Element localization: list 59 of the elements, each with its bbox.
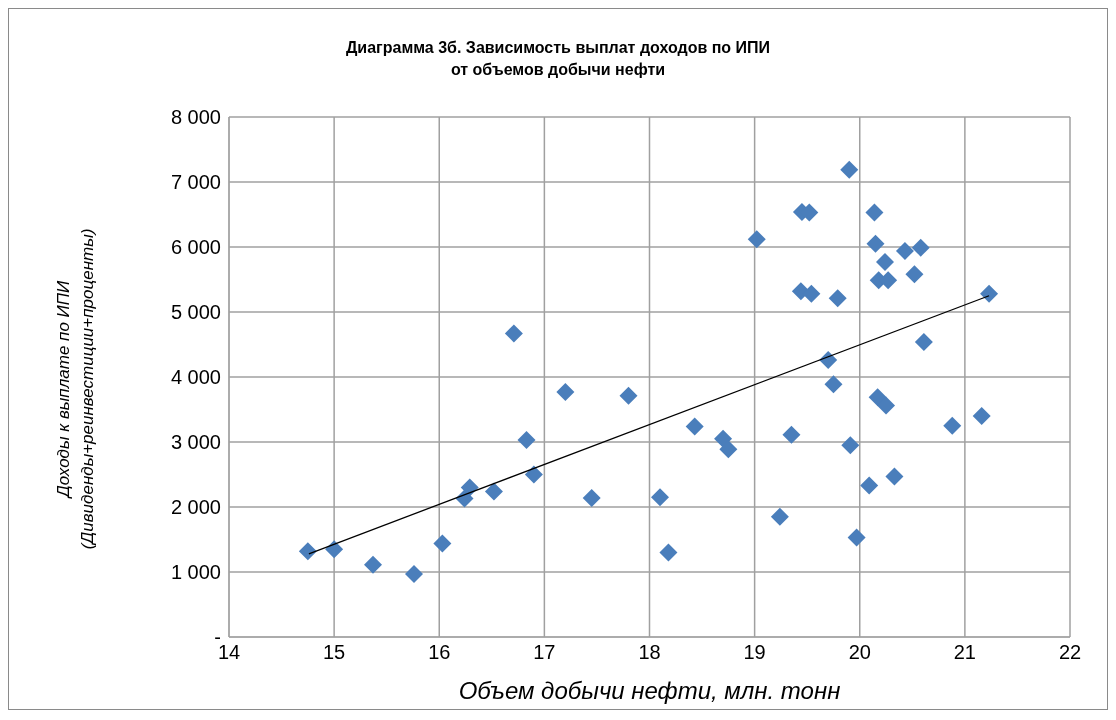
point xyxy=(770,507,789,526)
y-tick-label: 3 000 xyxy=(170,431,221,454)
point xyxy=(619,386,638,405)
point xyxy=(433,534,452,553)
point xyxy=(685,417,704,436)
point xyxy=(460,478,479,497)
x-tick-label: 22 xyxy=(1058,641,1082,664)
point xyxy=(866,234,885,253)
point xyxy=(875,252,894,271)
point xyxy=(841,436,860,455)
point xyxy=(885,467,904,486)
point xyxy=(405,564,424,583)
y-tick-label: 6 000 xyxy=(170,236,221,259)
point xyxy=(840,160,859,179)
y-tick-label: 2 000 xyxy=(170,496,221,519)
point xyxy=(651,488,670,507)
point xyxy=(325,540,344,559)
x-tick-label: 19 xyxy=(743,641,766,664)
point xyxy=(847,528,866,547)
x-tick-label: 16 xyxy=(428,641,451,664)
y-tick-label: 4 000 xyxy=(170,366,221,389)
point xyxy=(914,332,933,351)
point xyxy=(911,238,930,257)
point xyxy=(972,407,991,425)
point xyxy=(524,465,543,484)
x-tick-label: 17 xyxy=(533,641,556,664)
y-tick-label: 7 000 xyxy=(170,171,221,194)
point xyxy=(895,241,914,260)
point xyxy=(298,542,317,561)
chart-title: Диаграмма 3б. Зависимость выплат доходов по ИПИ от объемов добычи нефти xyxy=(344,38,772,80)
point xyxy=(980,284,999,303)
point xyxy=(868,388,887,407)
point xyxy=(484,482,503,501)
point xyxy=(828,289,847,308)
point xyxy=(714,429,733,448)
x-tick-label: 15 xyxy=(323,641,346,664)
point xyxy=(517,431,536,450)
x-tick-label: 18 xyxy=(638,641,661,664)
point xyxy=(556,382,575,401)
point xyxy=(504,324,523,343)
point xyxy=(865,203,884,222)
point xyxy=(905,265,924,284)
y-tick-label: 5 000 xyxy=(170,301,221,324)
y-tick-label: 1 000 xyxy=(170,561,221,584)
point xyxy=(719,440,738,459)
x-axis-title: Объем добычи нефти, млн. тонн xyxy=(458,677,841,704)
point xyxy=(659,543,678,562)
point xyxy=(364,555,383,574)
point xyxy=(877,396,896,415)
point xyxy=(782,425,801,444)
point xyxy=(582,488,601,507)
x-tick-label: 21 xyxy=(953,641,976,664)
x-tick-label: 20 xyxy=(848,641,871,664)
y-axis-title: Доходы к выплате по ИПИ (Дивиденды+реинвестиции+проценты) xyxy=(54,228,97,550)
point xyxy=(943,416,962,435)
point xyxy=(860,476,879,495)
point xyxy=(747,230,766,249)
y-tick-label: 8 000 xyxy=(170,106,221,129)
point xyxy=(824,375,843,394)
